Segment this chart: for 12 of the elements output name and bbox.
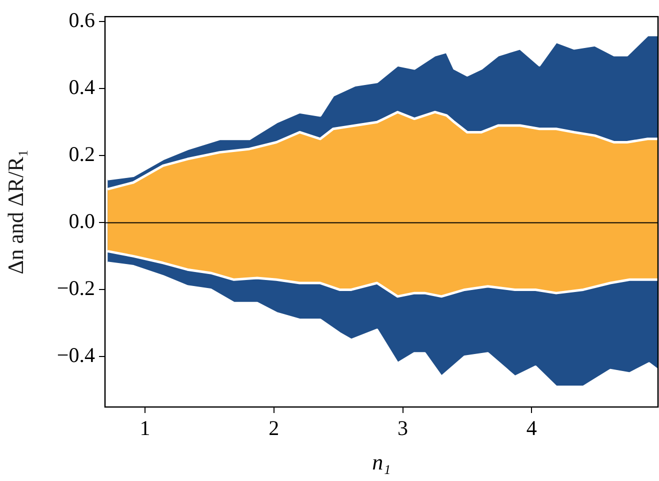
y-tick-label: −0.2 (56, 276, 95, 300)
y-tick-label: 0.6 (68, 8, 95, 32)
y-tick-label: 0.2 (68, 142, 95, 166)
x-tick-label: 4 (526, 416, 538, 440)
x-axis-title: n₁ (372, 450, 391, 475)
x-tick-label: 1 (140, 416, 150, 440)
y-tick-label: 0.4 (68, 75, 96, 100)
y-axis-title: Δn and ΔR/R₁ (2, 149, 28, 274)
y-tick-label: 0.0 (68, 209, 95, 234)
x-tick-label: 3 (398, 416, 408, 440)
x-tick-label: 2 (268, 416, 280, 440)
y-tick-label: −0.4 (56, 343, 96, 368)
